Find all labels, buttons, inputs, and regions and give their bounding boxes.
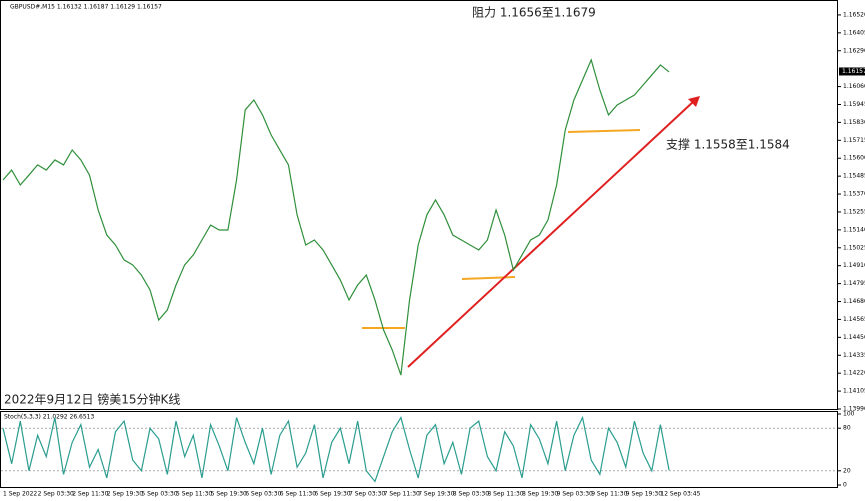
trend-arrow-head xyxy=(688,96,700,107)
x-tick-label: 6 Sep 03:30 xyxy=(245,491,281,498)
x-tick-label: 9 Sep 11:30 xyxy=(591,491,627,498)
support-level xyxy=(461,276,516,280)
y-tick-label: 0 xyxy=(843,482,847,489)
symbol-info: GBPUSD#,M15 1.16132 1.16187 1.16129 1.16… xyxy=(10,4,162,11)
x-tick-label: 7 Sep 11:30 xyxy=(384,491,420,498)
y-tick-label: 1.14565 xyxy=(843,316,865,323)
y-tick-label: 1.16290 xyxy=(843,47,865,54)
y-tick-label: 1.15600 xyxy=(843,155,865,162)
price-tag-label: 1.16157 xyxy=(842,68,865,75)
y-tick-label: 1.15025 xyxy=(843,244,865,251)
y-tick-label: 1.14450 xyxy=(843,334,865,341)
y-tick-label: 1.15140 xyxy=(843,226,865,233)
x-tick-label: 9 Sep 19:30 xyxy=(626,491,662,498)
y-tick-label: 1.14795 xyxy=(843,280,865,287)
support-level xyxy=(567,129,641,133)
x-tick-label: 2 Sep 19:30 xyxy=(107,491,143,498)
resistance-note: 阻力 1.1656至1.1679 xyxy=(472,6,596,20)
x-tick-label: 5 Sep 19:30 xyxy=(211,491,247,498)
y-tick-label: 1.13990 xyxy=(843,406,865,413)
x-tick-label: 12 Sep 03:45 xyxy=(660,491,700,498)
main-panel xyxy=(0,0,838,410)
y-tick-label: 1.16060 xyxy=(843,83,865,90)
y-tick-label: 1.15830 xyxy=(843,119,865,126)
y-tick-label: 100 xyxy=(843,411,855,418)
x-tick-label: 6 Sep 19:30 xyxy=(314,491,350,498)
chart-caption: 2022年9月12日 镑美15分钟K线 xyxy=(4,392,180,407)
y-tick-label: 1.14910 xyxy=(843,262,865,269)
y-tick-label: 1.14680 xyxy=(843,298,865,305)
price-line xyxy=(2,415,670,483)
y-tick-label: 1.15485 xyxy=(843,173,865,180)
trend-line xyxy=(407,100,695,368)
price-line xyxy=(2,58,670,376)
price-tag xyxy=(839,67,865,76)
x-tick-label: 1 Sep 2022 xyxy=(3,491,37,498)
x-tick-label: 5 Sep 11:30 xyxy=(176,491,212,498)
x-tick-label: 7 Sep 03:30 xyxy=(349,491,385,498)
y-tick-label: 1.15945 xyxy=(843,101,865,108)
y-tick-label: 1.16405 xyxy=(843,29,865,36)
x-tick-label: 8 Sep 03:30 xyxy=(453,491,489,498)
y-tick-label: 1.14220 xyxy=(843,370,865,377)
support-note: 支撑 1.1558至1.1584 xyxy=(666,137,790,152)
y-tick-label: 1.15715 xyxy=(843,137,865,144)
y-tick-label: 1.15255 xyxy=(843,208,865,215)
stoch-title: Stoch(5,3,3) 21.0292 26.6513 xyxy=(4,414,95,421)
y-tick-label: 1.15370 xyxy=(843,191,865,198)
x-tick-label: 2 Sep 11:30 xyxy=(72,491,108,498)
x-tick-label: 8 Sep 11:30 xyxy=(487,491,523,498)
y-tick-label: 20 xyxy=(843,467,851,474)
x-tick-label: 2 Sep 03:30 xyxy=(38,491,74,498)
x-tick-label: 8 Sep 19:30 xyxy=(522,491,558,498)
y-tick-label: 1.16520 xyxy=(843,11,865,18)
x-tick-label: 5 Sep 03:30 xyxy=(141,491,177,498)
x-tick-label: 6 Sep 11:30 xyxy=(280,491,316,498)
x-tick-label: 7 Sep 19:30 xyxy=(418,491,454,498)
y-tick-label: 1.14105 xyxy=(843,388,865,395)
y-tick-label: 1.14335 xyxy=(843,352,865,359)
x-tick-label: 9 Sep 03:30 xyxy=(557,491,593,498)
y-tick-label: 80 xyxy=(843,425,851,432)
